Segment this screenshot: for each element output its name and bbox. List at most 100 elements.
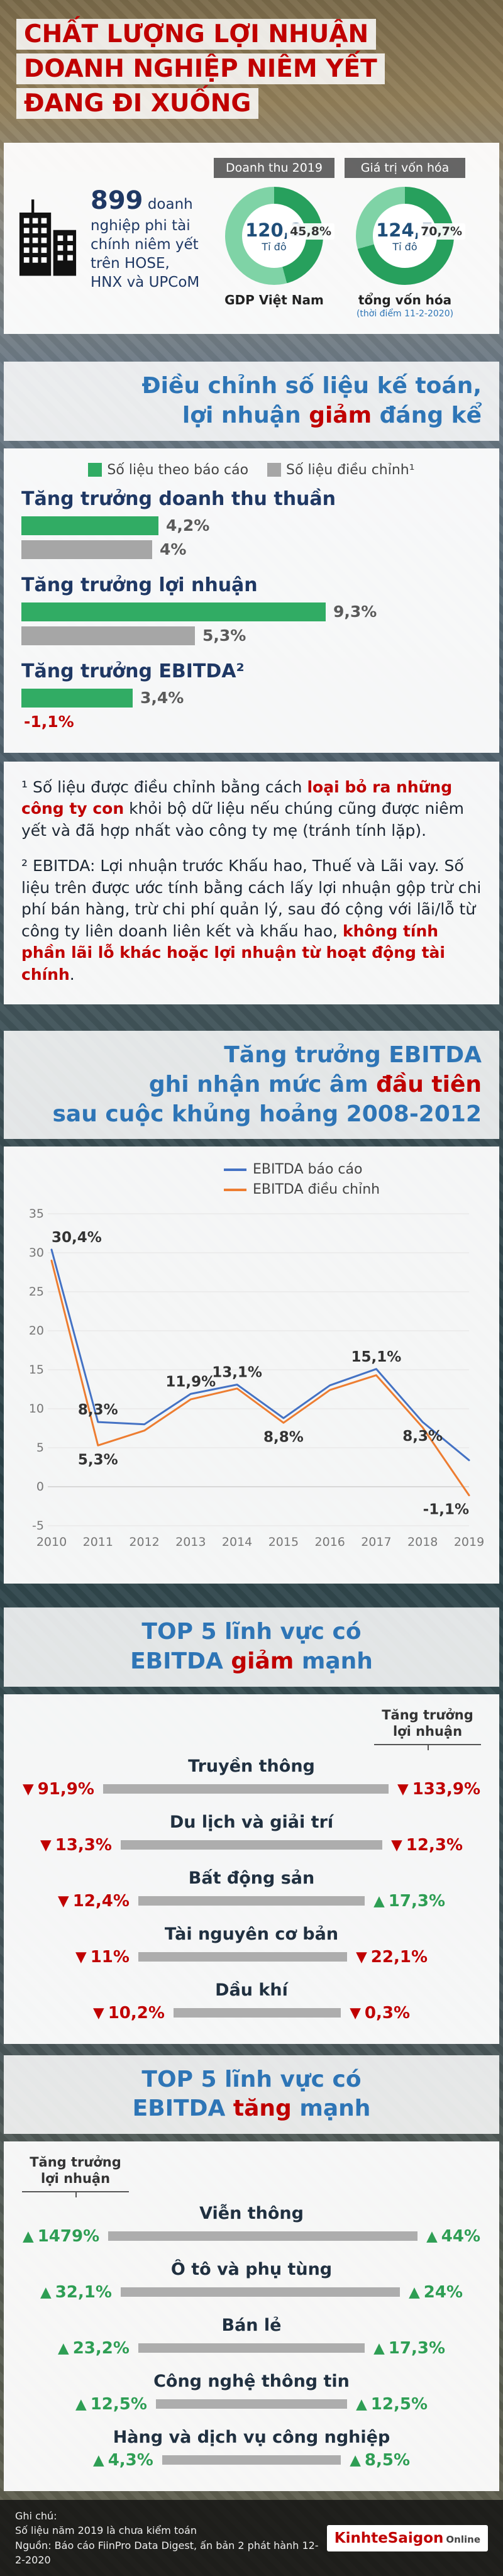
top5-down-heading-text: TOP 5 lĩnh vực có EBITDA giảm mạnh — [21, 1618, 482, 1677]
line-heading-line1: Tăng trưởng EBITDA — [224, 1042, 482, 1069]
svg-text:25: 25 — [29, 1285, 44, 1299]
right-metric-value: 8,5% — [364, 2450, 410, 2470]
sector-row: Bán lẻ ▲ 23,2% ▲ 17,3% — [19, 2316, 484, 2358]
right-metric-value: 12,3% — [406, 1835, 463, 1855]
marketcap-caption: tổng vốn hóa — [358, 292, 452, 308]
left-metric: ▼ 10,2% — [93, 2004, 165, 2023]
top5-up-keyword: tăng — [233, 2096, 292, 2122]
bar-group-label: Tăng trưởng lợi nhuận — [21, 574, 258, 596]
logo-sub-text: Online — [446, 2533, 480, 2545]
marketcap-pct-label: 70,7% — [417, 223, 465, 240]
y-axis: 35 30 25 20 15 10 5 0 -5 — [29, 1207, 469, 1533]
top5-down-keyword: giảm — [231, 1648, 294, 1675]
bar-group: Tăng trưởng doanh thu thuần 4,2% 4% — [21, 488, 482, 559]
right-metric: ▲ 17,3% — [373, 1892, 445, 1911]
ebitda-reported-line — [50, 1248, 470, 1462]
right-metric-value: 12,5% — [370, 2394, 428, 2414]
right-metric-value: 133,9% — [412, 1779, 480, 1799]
footnote-2-post: . — [69, 965, 75, 984]
svg-text:-5: -5 — [32, 1519, 44, 1533]
overview-panel: 899 doanh nghiệp phi tài chính niêm yết … — [4, 143, 499, 334]
axis-ruler — [374, 1743, 481, 1750]
svg-text:30: 30 — [29, 1246, 44, 1260]
up-arrow-icon: ▲ — [373, 2340, 385, 2357]
reported-bar — [21, 602, 326, 621]
up-arrow-icon: ▲ — [350, 2451, 361, 2468]
sector-metrics: ▼ 13,3% ▼ 12,3% — [40, 1836, 463, 1855]
marketcap-donut-block: Giá trị vốn hóa 124,5 Tỉ đô 70,7% tổng v… — [345, 158, 465, 319]
bar-group: Tăng trưởng lợi nhuận 9,3% 5,3% — [21, 574, 482, 645]
magnitude-bar — [173, 2008, 341, 2018]
sector-name: Bán lẻ — [221, 2315, 282, 2335]
sector-metrics: ▼ 91,9% ▼ 133,9% — [23, 1780, 480, 1799]
sector-name: Ô tô và phụ tùng — [170, 2259, 333, 2279]
down-arrow-icon: ▼ — [397, 1780, 409, 1797]
profit-growth-axis-label: Tăng trưởng lợi nhuận — [19, 2154, 132, 2197]
down-arrow-icon: ▼ — [356, 1948, 367, 1965]
line-chart-panel: EBITDA báo cáo EBITDA điều chỉnh 35 30 25 2… — [4, 1146, 499, 1584]
magnitude-bar — [162, 2455, 341, 2465]
right-metric-value: 0,3% — [364, 2003, 410, 2023]
svg-text:2010: 2010 — [36, 1535, 67, 1549]
svg-text:8,3%: 8,3% — [402, 1429, 443, 1445]
svg-text:2017: 2017 — [361, 1535, 391, 1549]
footer-notes: Ghi chú: Số liệu năm 2019 là chưa kiểm t… — [15, 2509, 327, 2567]
svg-text:2016: 2016 — [315, 1535, 345, 1549]
profit-growth-axis-label: Tăng trưởng lợi nhuận — [371, 1707, 484, 1750]
down-arrow-icon: ▼ — [93, 2004, 104, 2021]
top5-up-axis-wrap: Tăng trưởng lợi nhuận — [19, 2154, 484, 2197]
magnitude-bar — [120, 1840, 383, 1850]
top5-down-rows: Truyền thông ▼ 91,9% ▼ 133,9% Du lịch và giải… — [19, 1757, 484, 2023]
line-heading-line2-pre: ghi nhận mức âm — [148, 1071, 377, 1097]
svg-text:15: 15 — [29, 1363, 44, 1377]
svg-text:2014: 2014 — [222, 1535, 252, 1549]
footer-source: Nguồn: Báo cáo FiinPro Data Digest, ấn b… — [15, 2539, 319, 2566]
revenue-note — [214, 309, 334, 319]
blue-line-swatch-icon — [224, 1168, 246, 1171]
right-metric: ▲ 12,5% — [356, 2395, 428, 2414]
up-arrow-icon: ▲ — [23, 2228, 34, 2245]
svg-text:20: 20 — [29, 1324, 44, 1338]
sector-metrics: ▲ 12,5% ▲ 12,5% — [75, 2395, 428, 2414]
adjusted-value: 4% — [160, 540, 187, 559]
left-metric-value: 23,2% — [72, 2338, 130, 2358]
svg-text:2015: 2015 — [268, 1535, 299, 1549]
magnitude-bar — [108, 2231, 418, 2241]
left-metric: ▲ 4,3% — [93, 2451, 153, 2470]
right-metric-value: 24% — [423, 2282, 463, 2302]
axis-label-line2: lợi nhuận — [40, 2171, 111, 2187]
svg-text:13,1%: 13,1% — [212, 1365, 262, 1381]
adjust-heading-keyword: giảm — [309, 402, 372, 428]
up-arrow-icon: ▲ — [75, 2396, 87, 2412]
sector-name: Viễn thông — [199, 2203, 304, 2223]
left-metric: ▲ 12,5% — [75, 2395, 147, 2414]
axis-ruler — [22, 2190, 129, 2197]
right-metric: ▼ 0,3% — [350, 2004, 410, 2023]
left-metric: ▼ 13,3% — [40, 1836, 112, 1855]
top5-up-line2-pre: EBITDA — [132, 2096, 233, 2122]
adjusted-bar — [21, 540, 152, 559]
sector-name: Du lịch và giải trí — [169, 1812, 334, 1832]
right-metric: ▼ 133,9% — [397, 1780, 480, 1799]
bar-chart-legend: Số liệu theo báo cáo Số liệu điều chỉnh¹ — [21, 462, 482, 478]
sector-name: Tài nguyên cơ bản — [164, 1924, 339, 1944]
right-metric-value: 17,3% — [388, 1891, 445, 1911]
legend-ebitda-reported: EBITDA báo cáo — [224, 1162, 487, 1177]
sector-row: Công nghệ thông tin ▲ 12,5% ▲ 12,5% — [19, 2372, 484, 2414]
legend-ebitda-adjusted-label: EBITDA điều chỉnh — [253, 1182, 380, 1198]
logo-main-text: KinhteSaigon — [334, 2529, 444, 2546]
footer: Ghi chú: Số liệu năm 2019 là chưa kiểm t… — [0, 2500, 503, 2576]
title-line-2: DOANH NGHIỆP NIÊM YẾT — [16, 53, 385, 84]
left-metric: ▲ 32,1% — [40, 2283, 112, 2302]
adjusted-bar — [21, 626, 195, 645]
left-metric-value: 10,2% — [108, 2003, 165, 2023]
up-arrow-icon: ▲ — [426, 2228, 438, 2245]
adjust-heading-text: Điều chỉnh số liệu kế toán, lợi nhuận gi… — [21, 372, 482, 431]
top5-down-heading: TOP 5 lĩnh vực có EBITDA giảm mạnh — [4, 1607, 499, 1687]
svg-text:35: 35 — [29, 1207, 44, 1221]
right-metric-value: 17,3% — [388, 2338, 445, 2358]
line-heading-keyword: đầu tiên — [376, 1071, 482, 1097]
revenue-pct-label: 45,8% — [287, 223, 334, 240]
